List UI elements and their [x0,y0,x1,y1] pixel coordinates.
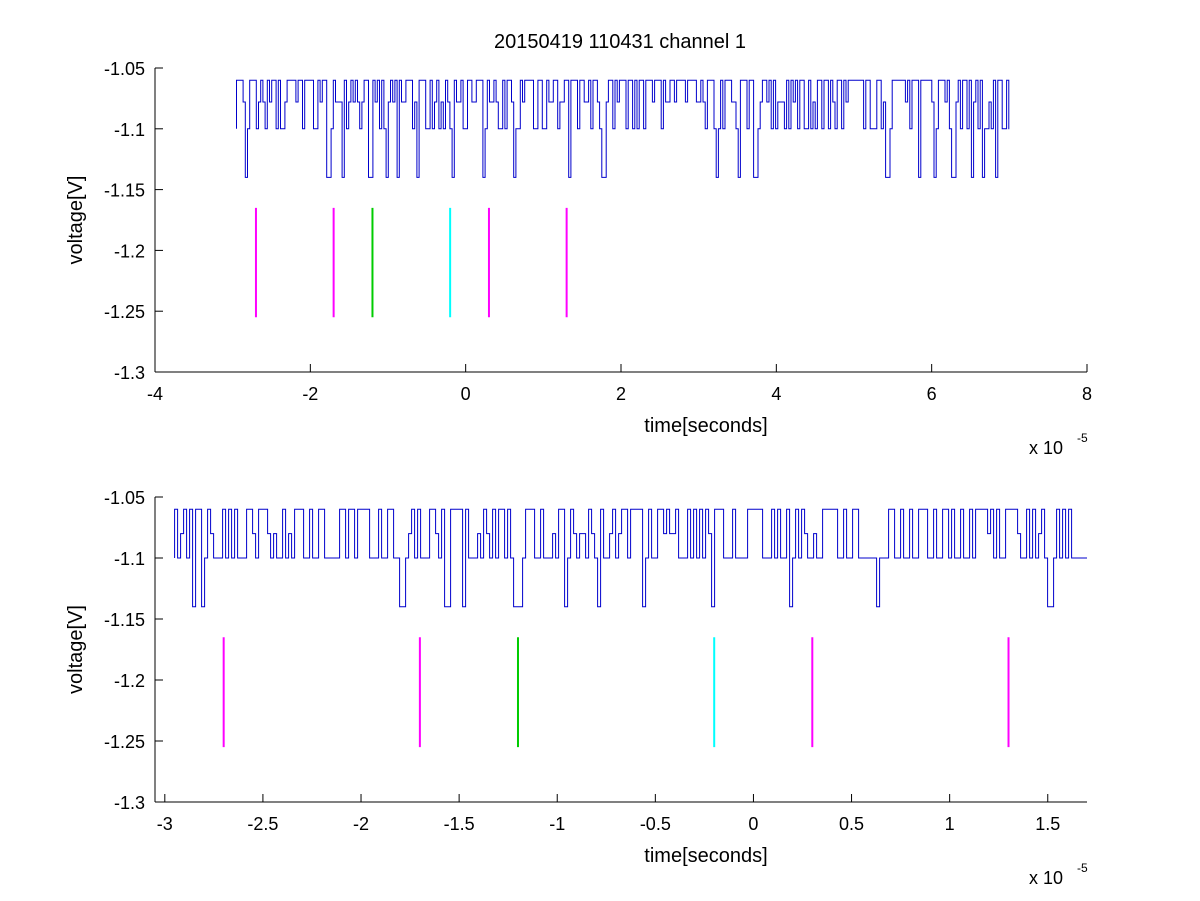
y-axis-label: voltage[V] [65,176,87,265]
y-tick-label: -1.1 [114,120,145,140]
x-tick-label: 1 [945,814,955,834]
x-tick-label: -2.5 [247,814,278,834]
x-axis-label: time[seconds] [644,845,767,867]
x-axis-label: time[seconds] [644,415,767,437]
x-tick-label: -2 [353,814,369,834]
x-tick-label: -2 [302,384,318,404]
x-tick-label: -4 [147,384,163,404]
x-exponent-base: x 10 [1029,438,1063,458]
y-tick-label: -1.3 [114,793,145,813]
x-tick-label: 8 [1082,384,1092,404]
x-tick-label: -1 [549,814,565,834]
y-tick-label: -1.05 [104,488,145,508]
top-plot: -4 -2 0 2 4 6 8 -1.3 -1.25 -1.2 -1.15 -1.1 -1.05 time… [65,59,1092,458]
signal-trace [236,79,1010,178]
x-tick-label: -0.5 [640,814,671,834]
bottom-plot: -3 -2.5 -2 -1.5 -1 -0.5 0 0.5 1 1.5 -1.3 -1.25 -1.2 -… [65,488,1088,888]
x-tick-label: 0 [461,384,471,404]
y-tick-label: -1.25 [104,732,145,752]
y-axis-label: voltage[V] [65,605,87,694]
x-tick-label: 1.5 [1035,814,1060,834]
x-tick-label: 2 [616,384,626,404]
x-exponent-power: -5 [1077,431,1088,445]
x-tick-label: -1.5 [444,814,475,834]
x-exponent-base: x 10 [1029,868,1063,888]
y-tick-label: -1.25 [104,302,145,322]
y-tick-label: -1.2 [114,241,145,261]
y-tick-label: -1.2 [114,671,145,691]
x-tick-label: -3 [157,814,173,834]
figure-title: 20150419 110431 channel 1 [494,31,746,53]
x-tick-label: 0 [748,814,758,834]
x-tick-label: 6 [927,384,937,404]
y-tick-label: -1.15 [104,610,145,630]
y-tick-label: -1.1 [114,549,145,569]
y-tick-label: -1.3 [114,363,145,383]
signal-trace [174,508,1087,608]
x-exponent-power: -5 [1077,861,1088,875]
y-tick-label: -1.05 [104,59,145,79]
y-tick-label: -1.15 [104,181,145,201]
x-tick-label: 4 [771,384,781,404]
x-tick-label: 0.5 [839,814,864,834]
